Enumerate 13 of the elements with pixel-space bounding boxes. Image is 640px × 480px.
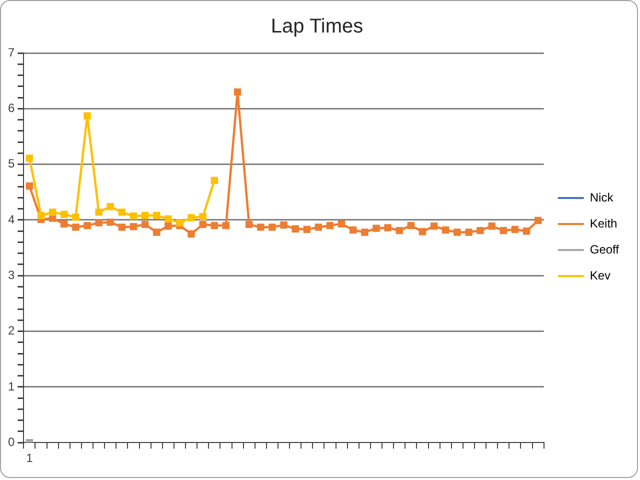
y-tick-label: 5 xyxy=(8,156,15,171)
y-tick-label: 1 xyxy=(8,379,15,394)
y-tick-label: 6 xyxy=(8,100,15,115)
y-tick-label: 0 xyxy=(8,434,15,449)
legend-label: Kev xyxy=(590,268,611,282)
y-tick-label: 2 xyxy=(8,324,15,338)
y-tick-label: 7 xyxy=(8,45,15,60)
legend-label: Geoff xyxy=(590,242,620,256)
y-tick-label: 4 xyxy=(8,212,15,226)
chart-title: Lap Times xyxy=(270,16,364,38)
legend-label: Nick xyxy=(590,190,614,204)
legend-label: Keith xyxy=(590,216,618,230)
y-tick-label: 3 xyxy=(8,268,15,282)
